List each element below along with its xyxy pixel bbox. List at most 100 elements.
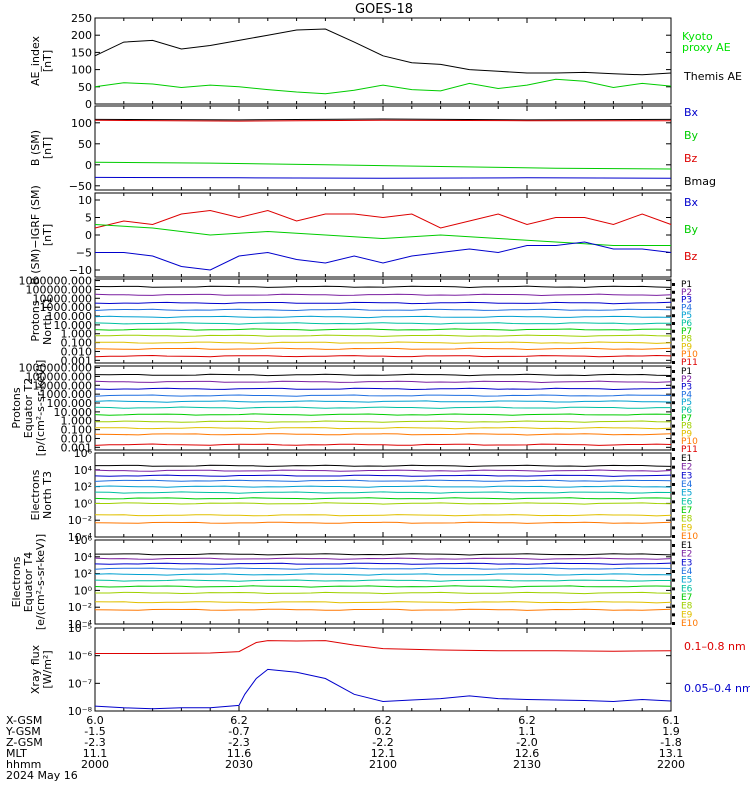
y-tick-label: 1000.000	[40, 388, 93, 401]
x-axis-value: -0.7	[228, 725, 249, 738]
y-tick-label: 100	[71, 117, 92, 130]
y-axis-label: Electrons	[29, 469, 42, 520]
panel-protons_t1: 0.0010.0100.1001.00010.000100.0001000.00…	[19, 275, 699, 368]
channel-line-P3	[94, 301, 672, 305]
series-b-2	[94, 161, 672, 170]
legend-xray-0: 0.1–0.8 nm	[684, 640, 746, 653]
x-axis-value: 6.2	[230, 714, 248, 727]
channel-marker	[672, 596, 675, 599]
x-axis-value: 1.9	[662, 725, 680, 738]
channel-marker	[672, 409, 675, 412]
channel-legend-P6: P6	[681, 406, 692, 416]
y-axis-label: [W/m²]	[41, 650, 54, 688]
channel-legend-E5: E5	[681, 576, 692, 586]
legend-xray-1: 0.05–0.4 nm	[684, 682, 750, 695]
channel-line-P7	[94, 413, 672, 416]
channel-legend-E6: E6	[681, 584, 693, 594]
y-axis-label: AE_index	[29, 35, 42, 86]
channel-legend-P2: P2	[681, 288, 692, 298]
y-axis-label: Electrons	[10, 556, 23, 607]
y-tick-label: 100	[71, 64, 92, 77]
channel-line-E8	[95, 591, 672, 595]
y-axis-label: Equator T4	[22, 552, 35, 612]
y-tick-label: 200	[71, 29, 92, 42]
y-tick-label: 10⁶	[74, 447, 93, 460]
y-tick-label: 1.000	[61, 328, 93, 341]
panel-b: −50 0 50 100 B (SM) [nT] Bx By Bz Bmag	[29, 105, 716, 193]
y-tick-label: 10⁻²	[68, 514, 92, 527]
y-tick-label: 100.000	[47, 397, 93, 410]
channel-line-P10	[94, 347, 672, 351]
channel-legend-P5: P5	[681, 398, 692, 408]
panel-frame-protons_t1	[94, 278, 672, 364]
channel-legend-E1: E1	[681, 541, 692, 551]
channel-line-P5	[94, 315, 672, 319]
channel-marker	[672, 329, 675, 333]
y-tick-label: 10⁻⁸	[68, 705, 93, 718]
x-axis-value: 2030	[225, 758, 253, 771]
channel-marker	[672, 561, 675, 565]
channel-line-E9	[94, 601, 672, 604]
x-axis-value: 6.0	[86, 714, 104, 727]
channel-legend-E6: E6	[681, 497, 693, 507]
channel-legend-P10: P10	[681, 437, 698, 447]
y-tick-label: 0.001	[61, 441, 93, 454]
channel-line-P4	[94, 394, 672, 397]
channel-legend-P8: P8	[681, 335, 692, 345]
y-tick-label: 1000000.000	[19, 275, 92, 288]
channel-line-P3	[94, 387, 672, 391]
y-axis-label: North T1	[41, 297, 54, 345]
x-axis-row-label: 2024 May 16	[6, 769, 78, 782]
channel-legend-P8: P8	[681, 422, 692, 432]
y-tick-label: 10⁻⁵	[68, 622, 92, 635]
y-tick-label: 5	[85, 212, 92, 225]
channel-marker	[672, 552, 675, 556]
channel-legend-P9: P9	[681, 342, 692, 352]
x-axis-row-label: Z-GSM	[6, 736, 43, 749]
y-tick-label: 1000.000	[40, 301, 93, 314]
x-axis-value: 2100	[369, 758, 397, 771]
legend-b-0: Bx	[684, 106, 699, 119]
x-axis-value: -1.5	[84, 725, 105, 738]
y-tick-label: 100000.000	[26, 283, 92, 296]
channel-legend-E8: E8	[681, 602, 693, 612]
panel-frame-ae	[94, 17, 672, 105]
channel-marker	[672, 509, 675, 512]
y-tick-label: 0.010	[61, 432, 93, 445]
legend-b-1: By	[684, 129, 699, 142]
y-tick-label: 0	[85, 229, 92, 242]
x-axis-row-label: X-GSM	[6, 714, 42, 727]
channel-line-E2	[94, 557, 672, 560]
y-tick-label: 10⁴	[74, 551, 93, 564]
y-tick-label: 0	[85, 98, 92, 111]
channel-marker	[672, 578, 675, 582]
channel-marker	[672, 432, 675, 436]
series-b-1	[94, 119, 671, 122]
channel-marker	[672, 370, 675, 373]
plot-title: GOES-18	[355, 2, 413, 17]
channel-line-E10	[94, 521, 672, 524]
x-axis-value: 6.2	[374, 714, 392, 727]
channel-line-P5	[94, 400, 672, 403]
y-tick-label: 100.000	[47, 310, 93, 323]
channel-line-E2	[94, 469, 672, 472]
channel-marker	[672, 465, 675, 469]
channel-line-P2	[94, 293, 672, 297]
channel-line-P11	[94, 443, 672, 446]
channel-legend-P9: P9	[681, 429, 692, 439]
channel-marker	[672, 474, 675, 478]
y-tick-label: 100000.000	[26, 370, 92, 383]
y-tick-label: 150	[71, 46, 92, 59]
channel-legend-E7: E7	[681, 593, 692, 603]
channel-marker	[672, 377, 675, 381]
x-axis-value: -2.3	[84, 736, 105, 749]
channel-marker	[672, 345, 675, 349]
channel-legend-E10: E10	[681, 532, 698, 542]
channel-line-E4	[94, 479, 672, 482]
panel-frame-xray	[94, 627, 672, 712]
y-axis-label: [e/(cm²-s-sr-keV)]	[34, 534, 47, 630]
channel-line-P11	[94, 354, 672, 358]
y-tick-label: −50	[69, 180, 92, 193]
channel-line-E1	[95, 464, 672, 468]
